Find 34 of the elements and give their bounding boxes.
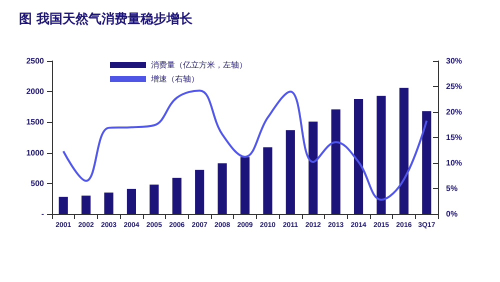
bar — [286, 130, 295, 214]
y-tick-label: 1500 — [26, 118, 45, 127]
y2-tick-label: 20% — [446, 108, 462, 116]
y-tick-label: 2000 — [26, 87, 45, 96]
bar — [172, 178, 182, 214]
y2-tick-label: 5% — [446, 184, 458, 193]
bar — [263, 147, 272, 214]
bar — [376, 96, 386, 214]
bar — [58, 196, 68, 214]
bar — [308, 122, 318, 214]
bar — [150, 184, 159, 214]
bar — [422, 111, 432, 214]
bar — [126, 188, 136, 214]
bar — [82, 196, 91, 214]
bar — [331, 109, 340, 214]
y-tick-label: 2500 — [26, 56, 45, 66]
bar — [354, 98, 364, 214]
legend-label: 增速（右轴） — [150, 74, 199, 84]
y2-tick-label: 15% — [446, 133, 462, 142]
bar — [104, 192, 114, 214]
y2-tick-label: 30% — [446, 56, 462, 66]
y2-tick-label: 10% — [446, 158, 462, 168]
y-tick-label: - — [41, 210, 44, 218]
legend-label: 消费量（亿立方米，左轴） — [151, 60, 247, 70]
y2-tick-label: 25% — [446, 82, 462, 91]
y2-tick-label: 0% — [446, 210, 458, 218]
bar — [218, 163, 227, 214]
bar — [195, 170, 204, 214]
bar — [240, 157, 250, 214]
y-tick-label: 1000 — [26, 148, 45, 158]
y-tick-label: 500 — [30, 178, 45, 188]
bar — [399, 88, 408, 214]
line-series — [62, 90, 428, 201]
chart-title: 图 我国天然气消费量稳步增长 — [19, 11, 194, 27]
